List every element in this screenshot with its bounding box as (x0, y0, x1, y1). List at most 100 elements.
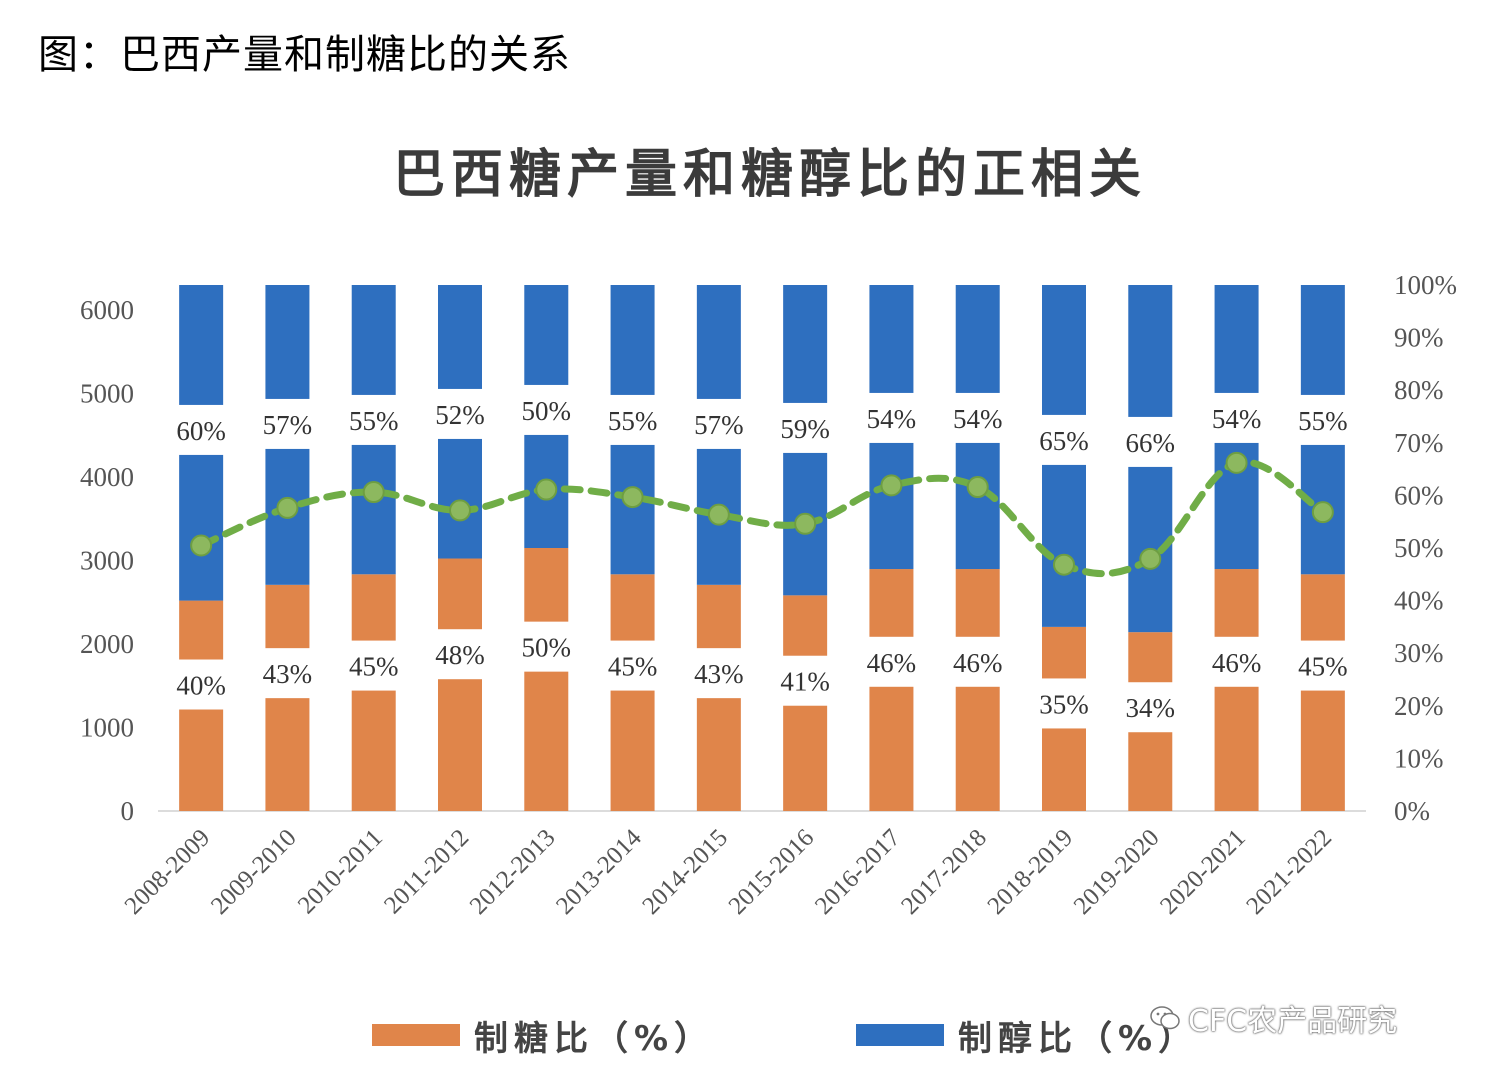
y-right-tick-label: 80% (1394, 375, 1444, 405)
production-point (707, 503, 730, 526)
y-right-tick-label: 30% (1394, 638, 1444, 668)
data-label-ethanol: 55% (608, 406, 658, 436)
bar-sugar (1300, 574, 1345, 641)
watermark: CFC农产品研究 (1148, 995, 1397, 1041)
bar-ethanol (351, 444, 396, 575)
bar-ethanol (783, 285, 828, 403)
bar-sugar (1214, 686, 1259, 811)
bar-ethanol (955, 285, 1000, 393)
bar-sugar (610, 690, 655, 811)
data-label-sugar: 35% (1039, 689, 1089, 719)
bar-ethanol (696, 285, 741, 399)
y-left-tick-label: 1000 (80, 713, 134, 743)
y-right-tick-label: 90% (1394, 323, 1444, 353)
x-tick-label: 2020-2021 (1155, 824, 1251, 920)
x-tick-label: 2017-2018 (896, 824, 992, 920)
data-label-sugar: 40% (176, 671, 226, 701)
y-right-tick-label: 100% (1394, 270, 1457, 300)
y-right-tick-label: 70% (1394, 428, 1444, 458)
production-point (535, 478, 558, 501)
bar-ethanol (869, 285, 914, 393)
y-right-tick-label: 20% (1394, 691, 1444, 721)
bar-sugar (524, 548, 569, 622)
x-tick-label: 2014-2015 (637, 824, 733, 920)
bar-sugar (179, 600, 224, 660)
y-right-tick-label: 0% (1394, 796, 1430, 826)
data-label-sugar: 34% (1126, 693, 1176, 723)
data-label-ethanol: 54% (953, 404, 1003, 434)
data-label-sugar: 45% (349, 652, 399, 682)
production-point (190, 534, 213, 557)
bar-sugar (1042, 728, 1086, 811)
data-label-ethanol: 54% (867, 404, 917, 434)
data-label-sugar: 43% (694, 659, 744, 689)
y-left-tick-label: 6000 (80, 295, 134, 325)
data-label-sugar: 43% (263, 659, 313, 689)
bar-ethanol (955, 442, 1000, 570)
bar-ethanol (869, 442, 914, 570)
y-right-tick-label: 60% (1394, 480, 1444, 510)
y-right-tick-label: 50% (1394, 533, 1444, 563)
bar-ethanol (610, 285, 655, 395)
x-tick-label: 2010-2011 (293, 824, 388, 919)
bar-ethanol (265, 285, 310, 399)
data-label-ethanol: 66% (1126, 428, 1176, 458)
bar-sugar (955, 686, 1000, 811)
bar-ethanol (1042, 464, 1086, 627)
bar-sugar (1128, 632, 1173, 683)
data-label-ethanol: 59% (780, 414, 830, 444)
production-point (621, 486, 644, 509)
data-label-ethanol: 65% (1039, 426, 1089, 456)
legend-item-ethanol: 制醇比（%） (856, 1005, 1198, 1065)
x-tick-label: 2021-2022 (1241, 824, 1337, 920)
bar-ethanol (610, 444, 655, 575)
data-label-sugar: 46% (867, 648, 917, 678)
data-label-sugar: 46% (953, 648, 1003, 678)
bar-sugar (1128, 732, 1173, 811)
bar-sugar (869, 569, 914, 637)
chart-title: 巴西糖产量和糖醇比的正相关 (392, 145, 1147, 205)
bar-sugar (179, 709, 224, 811)
bar-sugar (265, 698, 310, 811)
bar-ethanol (1300, 285, 1345, 395)
data-label-ethanol: 52% (435, 400, 485, 430)
x-tick-label: 2011-2012 (379, 824, 474, 919)
x-tick-label: 2015-2016 (724, 824, 820, 920)
production-point (1311, 501, 1334, 524)
bar-ethanol (1042, 285, 1086, 415)
x-tick-label: 2016-2017 (810, 824, 906, 920)
bar-sugar (1300, 690, 1345, 811)
production-point (1225, 451, 1248, 474)
bar-ethanol (351, 285, 396, 395)
x-tick-label: 2009-2010 (206, 824, 302, 920)
data-label-ethanol: 54% (1212, 404, 1262, 434)
bar-sugar (955, 569, 1000, 637)
production-point (966, 476, 989, 499)
data-label-sugar: 46% (1212, 648, 1262, 678)
y-right-tick-label: 40% (1394, 586, 1444, 616)
y-right-tick-label: 10% (1394, 743, 1444, 773)
bar-sugar (610, 574, 655, 641)
production-point (1139, 547, 1162, 570)
bar-sugar (783, 595, 828, 656)
legend: 制糖比（%） 制醇比（%） (0, 1005, 1496, 1065)
bar-ethanol (524, 285, 569, 385)
bar-ethanol (179, 454, 224, 601)
legend-swatch-ethanol (856, 1024, 944, 1046)
watermark-text: CFC农产品研究 (1188, 1004, 1398, 1039)
production-point (362, 481, 385, 504)
production-point (794, 512, 817, 535)
bar-sugar (1042, 626, 1086, 679)
legend-swatch-sugar (372, 1024, 460, 1046)
bar-ethanol (1214, 285, 1259, 393)
bar-sugar (783, 705, 828, 811)
data-label-ethanol: 55% (1298, 406, 1348, 436)
production-point (880, 474, 903, 497)
legend-label-sugar: 制糖比（%） (474, 1018, 715, 1059)
x-tick-label: 2019-2020 (1069, 824, 1165, 920)
bar-sugar (1214, 569, 1259, 637)
bar-sugar (351, 690, 396, 811)
bar-ethanol (438, 438, 482, 559)
bar-ethanol (438, 285, 482, 389)
